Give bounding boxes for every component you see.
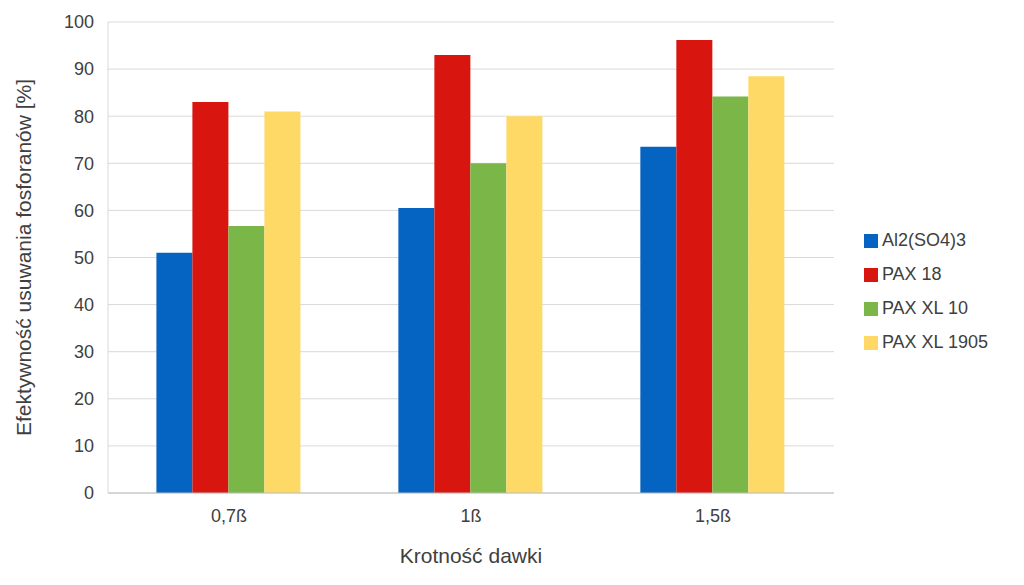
svg-text:40: 40: [74, 295, 94, 315]
svg-text:0: 0: [84, 483, 94, 503]
svg-text:100: 100: [64, 12, 94, 32]
html-text:PAX XL 10: PAX XL 10: [881, 297, 968, 318]
svg-text:70: 70: [74, 154, 94, 174]
svg-text:20: 20: [74, 389, 94, 409]
svg-text:Efektywność usuwania fosforanó: Efektywność usuwania fosforanów [%]: [12, 79, 35, 436]
svg-text:Krotność dawki: Krotność dawki: [400, 544, 542, 567]
svg-text:1,5ß: 1,5ß: [695, 506, 731, 526]
svg-text:1ß: 1ß: [460, 506, 481, 526]
svg-text:50: 50: [74, 248, 94, 268]
html-text:PAX XL 1905: PAX XL 1905: [881, 331, 988, 352]
html-text:PAX 18: PAX 18: [881, 263, 942, 284]
svg-text:0,7ß: 0,7ß: [211, 506, 247, 526]
svg-text:10: 10: [74, 436, 94, 456]
html-text:Al2(SO4)3: Al2(SO4)3: [881, 229, 966, 250]
svg-text:80: 80: [74, 107, 94, 127]
svg-text:30: 30: [74, 342, 94, 362]
svg-text:90: 90: [74, 59, 94, 79]
svg-text:60: 60: [74, 201, 94, 221]
